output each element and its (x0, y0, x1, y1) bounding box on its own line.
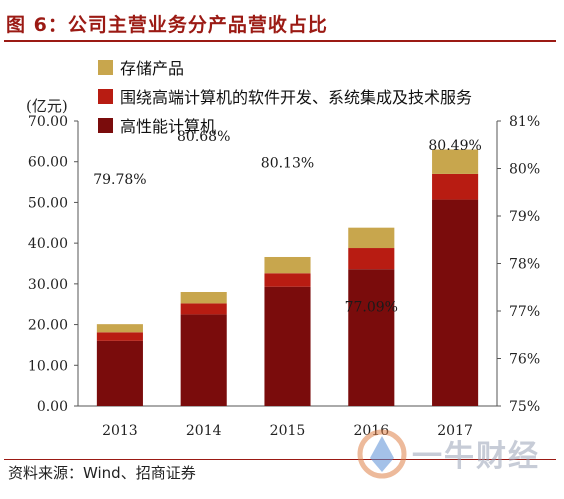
y2-tick-label: 75% (509, 399, 540, 415)
y2-tick-label: 76% (509, 352, 540, 368)
source-note: 资料来源：Wind、招商证券 (8, 464, 196, 482)
legend-swatch (98, 89, 113, 104)
bar-segment-1-2017 (432, 173, 479, 200)
share-annotation: 80.13% (261, 155, 314, 171)
y2-tick-label: 77% (509, 304, 540, 320)
y2-tick-label: 80% (509, 162, 540, 178)
x-tick-label: 2016 (353, 423, 389, 439)
y2-tick-label: 78% (509, 257, 540, 273)
share-annotation: 79.78% (93, 172, 146, 188)
x-ticks: 2013 2014 2015 2016 2017 (102, 423, 473, 439)
legend-swatch (98, 60, 113, 75)
bar-segment-0-2015 (264, 286, 311, 406)
annotations: 79.78% 80.68% 80.13% 77.09% 80.49% (93, 129, 482, 316)
watermark-text: 一牛财经 (412, 439, 540, 474)
bars (96, 149, 479, 406)
x-tick-label: 2014 (186, 423, 222, 439)
x-tick-label: 2015 (270, 423, 306, 439)
share-annotation: 80.49% (428, 138, 481, 154)
x-tick-label: 2013 (102, 423, 138, 439)
bar-segment-0-2016 (348, 269, 395, 406)
right-y-ticks: 75% 76% 77% 78% 79% 80% 81% (497, 114, 540, 415)
legend-label: 围绕高端计算机的软件开发、系统集成及技术服务 (120, 88, 472, 107)
legend-swatch (98, 118, 113, 133)
y-tick-label: 40.00 (28, 236, 68, 252)
legend-label: 存储产品 (120, 59, 184, 78)
bar-segment-1-2013 (96, 332, 143, 341)
y-tick-label: 20.00 (28, 318, 68, 334)
bar-segment-2-2015 (264, 256, 311, 274)
left-y-ticks: 0.00 10.00 20.00 30.00 40.00 50.00 60.00 70.00 (28, 114, 78, 415)
bar-segment-1-2014 (180, 303, 227, 315)
bar-segment-1-2016 (348, 248, 395, 270)
y-tick-label: 50.00 (28, 195, 68, 211)
share-annotation: 80.68% (177, 129, 230, 145)
y2-tick-label: 79% (509, 209, 540, 225)
watermark-logo: 一牛财经 (357, 429, 540, 479)
y-axis-label: (亿元) (26, 97, 68, 115)
bar-segment-2-2016 (348, 227, 395, 249)
bar-segment-2-2014 (180, 292, 227, 304)
x-tick-label: 2017 (437, 423, 473, 439)
y-tick-label: 0.00 (37, 399, 68, 415)
bar-segment-0-2017 (432, 199, 479, 406)
bar-segment-2-2017 (432, 149, 479, 174)
watermark-ring-icon (357, 429, 407, 479)
watermark-leaf-icon (370, 436, 394, 472)
share-annotation: 77.09% (345, 300, 398, 316)
legend-label: 高性能计算机 (120, 117, 216, 136)
y-tick-label: 10.00 (28, 358, 68, 374)
y2-tick-label: 81% (509, 114, 540, 130)
footer-divider (4, 459, 556, 460)
y-tick-label: 70.00 (28, 114, 68, 130)
bar-segment-0-2013 (96, 340, 143, 406)
y-tick-label: 60.00 (28, 155, 68, 171)
y-tick-label: 30.00 (28, 277, 68, 293)
bar-segment-0-2014 (180, 314, 227, 406)
bar-segment-2-2013 (96, 324, 143, 333)
title-divider (4, 40, 556, 42)
bar-segment-1-2015 (264, 273, 311, 287)
figure-title: 图 6：公司主营业务分产品营收占比 (6, 14, 328, 36)
